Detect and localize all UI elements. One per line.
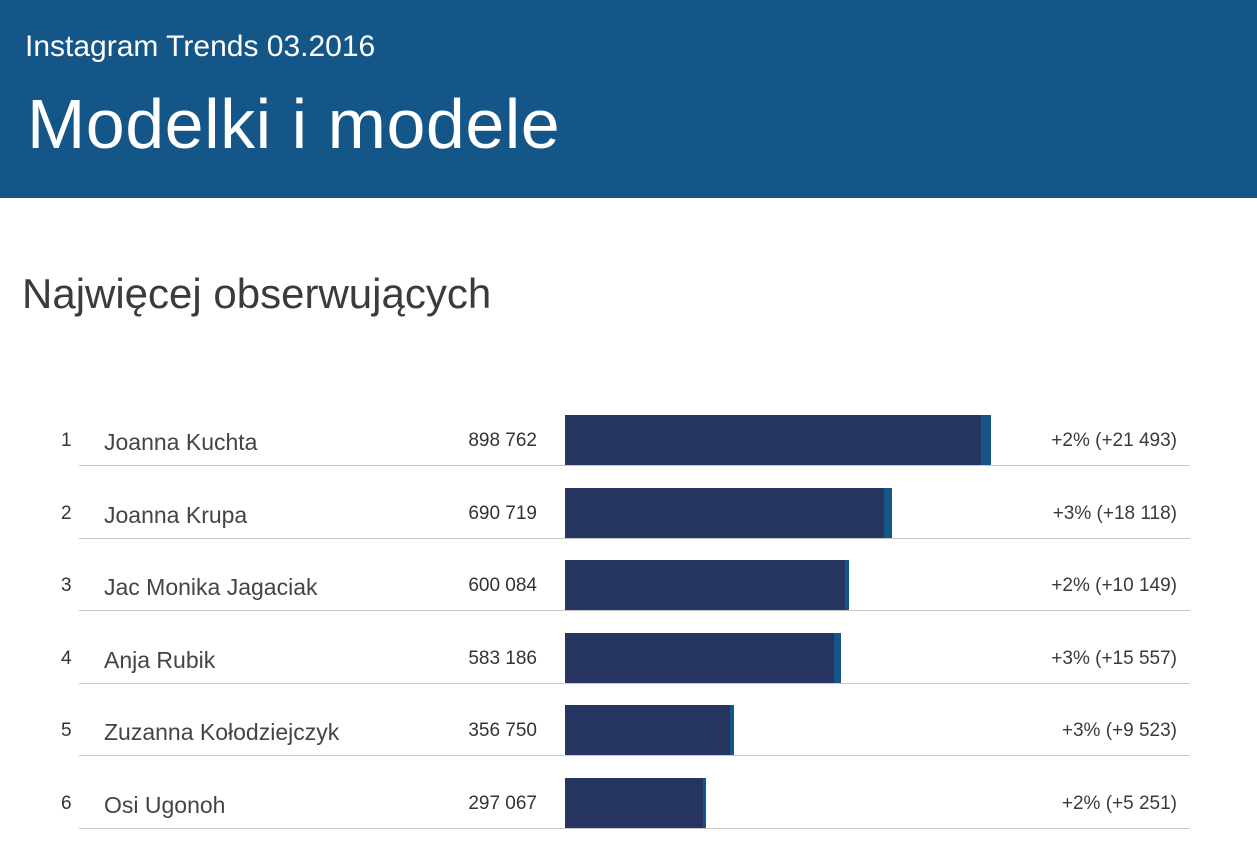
table-row: 1 Joanna Kuchta 898 762 +2% (+21 493) (0, 414, 1257, 466)
growth-change: +3% (+18 118) (1052, 503, 1177, 524)
page-title: Modelki i modele (27, 85, 561, 163)
row-divider (79, 465, 1190, 466)
row-divider (79, 755, 1190, 756)
growth-bar-segment (980, 415, 991, 466)
row-divider (79, 538, 1190, 539)
rank-number: 1 (61, 430, 72, 451)
growth-bar-segment (883, 488, 893, 539)
rank-number: 3 (61, 575, 72, 596)
person-name: Joanna Kuchta (104, 429, 258, 455)
person-name: Anja Rubik (104, 647, 216, 673)
rank-number: 4 (61, 648, 72, 669)
section-title: Najwięcej obserwujących (22, 270, 492, 317)
followers-bar (565, 560, 845, 611)
followers-count: 356 750 (468, 720, 537, 741)
growth-bar-segment (834, 633, 842, 684)
growth-change: +2% (+5 251) (1061, 793, 1177, 814)
growth-change: +2% (+21 493) (1051, 430, 1177, 451)
row-divider (79, 610, 1190, 611)
table-row: 4 Anja Rubik 583 186 +3% (+15 557) (0, 632, 1257, 684)
table-row: 6 Osi Ugonoh 297 067 +2% (+5 251) (0, 777, 1257, 829)
table-row: 2 Joanna Krupa 690 719 +3% (+18 118) (0, 487, 1257, 539)
table-row: 3 Jac Monika Jagaciak 600 084 +2% (+10 149) (0, 559, 1257, 611)
growth-bar-segment (844, 560, 850, 611)
followers-count: 898 762 (468, 430, 537, 451)
person-name: Jac Monika Jagaciak (104, 574, 318, 600)
rank-number: 2 (61, 503, 72, 524)
growth-bar-segment (729, 705, 735, 756)
followers-bar (565, 778, 703, 829)
header-subtitle: Instagram Trends 03.2016 (25, 30, 376, 63)
person-name: Osi Ugonoh (104, 792, 226, 818)
growth-bar-segment (702, 778, 706, 829)
row-divider (79, 828, 1190, 829)
followers-bar (565, 705, 730, 756)
followers-count: 600 084 (468, 575, 537, 596)
growth-change: +3% (+9 523) (1061, 720, 1177, 741)
rank-number: 5 (61, 720, 72, 741)
growth-change: +3% (+15 557) (1051, 648, 1177, 669)
followers-bar (565, 415, 981, 466)
row-divider (79, 683, 1190, 684)
followers-count: 583 186 (468, 648, 537, 669)
followers-count: 297 067 (468, 793, 537, 814)
person-name: Joanna Krupa (104, 502, 248, 528)
person-name: Zuzanna Kołodziejczyk (104, 719, 340, 745)
followers-bar (565, 488, 884, 539)
followers-bar (565, 633, 835, 684)
rank-number: 6 (61, 793, 72, 814)
table-row: 5 Zuzanna Kołodziejczyk 356 750 +3% (+9 523… (0, 704, 1257, 756)
page-header: Instagram Trends 03.2016 Modelki i model… (0, 0, 1257, 198)
growth-change: +2% (+10 149) (1051, 575, 1177, 596)
followers-count: 690 719 (468, 503, 537, 524)
